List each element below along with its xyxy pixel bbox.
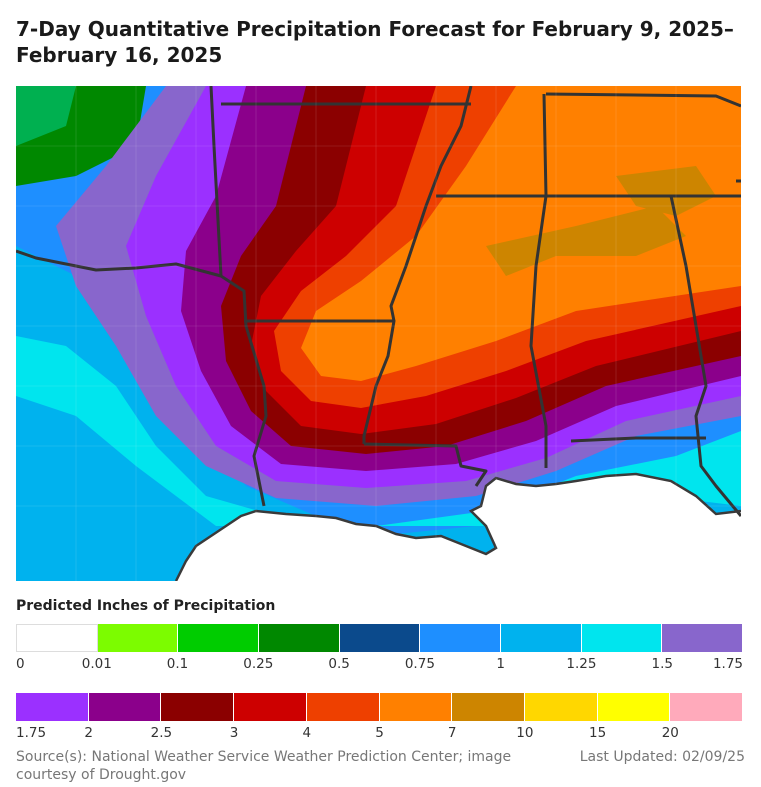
- legend-label: 7: [447, 725, 457, 741]
- legend-label: 5: [375, 725, 384, 741]
- legend-label: 0.01: [81, 656, 112, 672]
- legend-swatch: [259, 624, 340, 652]
- legend-label: 3: [229, 725, 239, 741]
- legend-swatch: [234, 693, 307, 721]
- legend-swatch: [339, 624, 421, 652]
- legend-color-bar-low: [16, 624, 744, 652]
- legend-title: Predicted Inches of Precipitation: [16, 598, 276, 614]
- legend-swatch: [178, 624, 260, 652]
- legend-labels-high: 1.75 2 2.5 3 4 5 7 10 15 20: [16, 725, 743, 743]
- legend-labels-low: 0 0.01 0.1 0.25 0.5 0.75 1 1.25 1.5 1.75: [16, 656, 743, 674]
- legend-label: 15: [589, 725, 607, 741]
- last-updated: Last Updated: 02/09/25: [579, 749, 745, 765]
- legend-label: 0.1: [166, 656, 189, 672]
- legend-swatch: [16, 624, 98, 652]
- legend-swatch: [597, 693, 671, 721]
- legend-swatch: [16, 693, 89, 721]
- legend-label: 0.25: [243, 656, 274, 672]
- legend-label: 4: [302, 725, 312, 741]
- legend-label: 1: [496, 656, 505, 672]
- legend-swatch: [379, 693, 453, 721]
- legend-swatch: [670, 693, 744, 721]
- legend-label: 0.5: [328, 656, 350, 672]
- legend-swatch: [452, 693, 525, 721]
- legend-swatch: [306, 693, 380, 721]
- legend-label: 0.75: [404, 656, 435, 672]
- legend-label: 1.75: [16, 725, 47, 741]
- legend-swatch: [524, 693, 598, 721]
- legend-label: 20: [661, 725, 679, 741]
- page-title: 7-Day Quantitative Precipitation Forecas…: [16, 17, 734, 67]
- legend-swatch: [662, 624, 744, 652]
- legend-swatch: [581, 624, 663, 652]
- map-svg: [16, 86, 741, 581]
- legend-swatch: [88, 693, 162, 721]
- legend-label: 2.5: [150, 725, 173, 741]
- precipitation-map[interactable]: [16, 86, 741, 581]
- legend-swatch: [161, 693, 235, 721]
- legend-label: 0: [16, 656, 25, 672]
- legend-label: 2: [84, 725, 93, 741]
- legend-swatch: [97, 624, 179, 652]
- legend-label: 1.5: [651, 656, 673, 672]
- legend-label: 10: [516, 725, 534, 741]
- source-note: Source(s): National Weather Service Weat…: [16, 749, 512, 783]
- legend-swatch: [501, 624, 582, 652]
- legend-label: 1.25: [566, 656, 597, 672]
- legend-color-bar-high: [16, 693, 744, 721]
- legend-label: 1.75: [712, 656, 743, 672]
- legend-swatch: [420, 624, 502, 652]
